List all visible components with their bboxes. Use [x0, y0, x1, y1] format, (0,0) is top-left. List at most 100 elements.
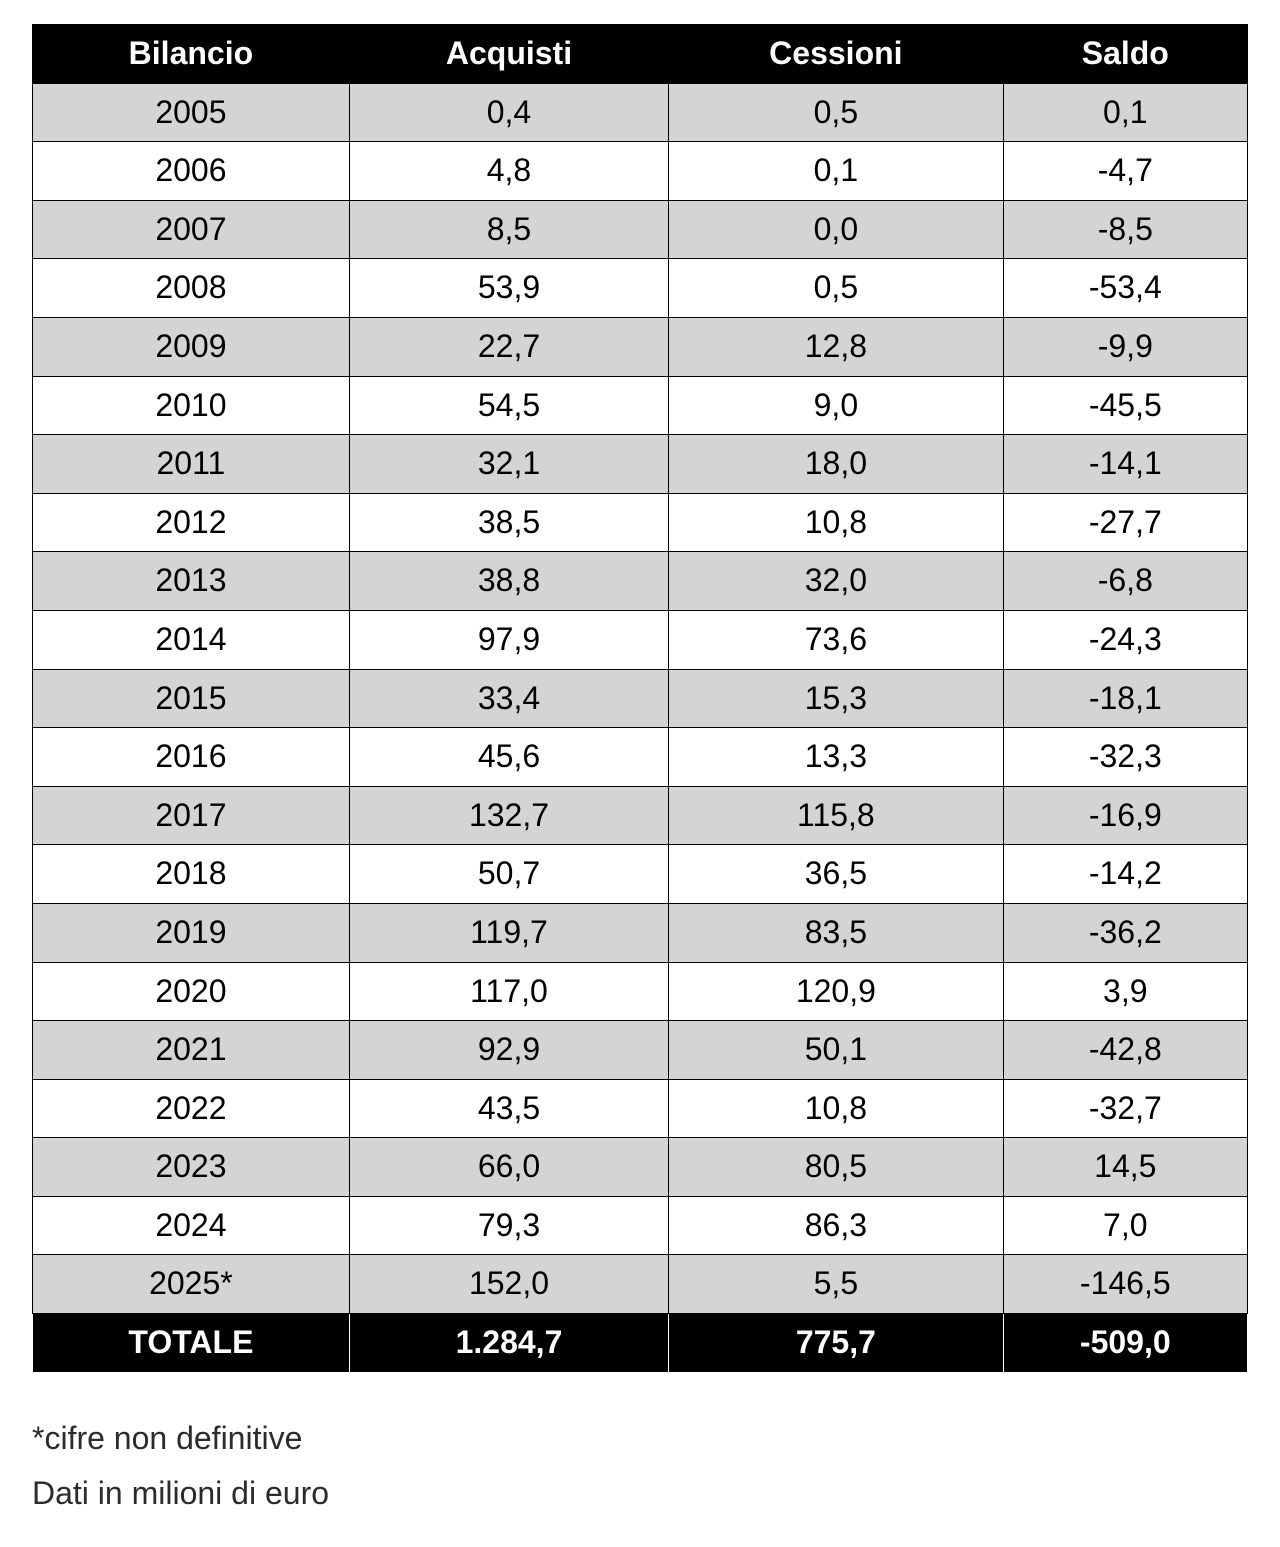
cell-acquisti: 66,0	[349, 1138, 668, 1197]
table-row: 2025* 152,0 5,5 -146,5	[33, 1255, 1248, 1314]
cell-cessioni: 15,3	[669, 669, 1003, 728]
cell-year: 2024	[33, 1196, 350, 1255]
cell-saldo: 7,0	[1003, 1196, 1247, 1255]
cell-year: 2009	[33, 317, 350, 376]
table-row: 2013 38,8 32,0 -6,8	[33, 552, 1248, 611]
cell-year: 2015	[33, 669, 350, 728]
cell-cessioni: 50,1	[669, 1021, 1003, 1080]
cell-year: 2013	[33, 552, 350, 611]
cell-cessioni: 115,8	[669, 786, 1003, 845]
header-row: Bilancio Acquisti Cessioni Saldo	[33, 25, 1248, 84]
cell-saldo: -8,5	[1003, 200, 1247, 259]
cell-cessioni: 86,3	[669, 1196, 1003, 1255]
cell-cessioni: 10,8	[669, 1079, 1003, 1138]
cell-year: 2017	[33, 786, 350, 845]
col-acquisti: Acquisti	[349, 25, 668, 84]
cell-saldo: -6,8	[1003, 552, 1247, 611]
table-row: 2010 54,5 9,0 -45,5	[33, 376, 1248, 435]
cell-saldo: -32,3	[1003, 728, 1247, 787]
total-label: TOTALE	[33, 1314, 350, 1373]
cell-acquisti: 43,5	[349, 1079, 668, 1138]
cell-cessioni: 13,3	[669, 728, 1003, 787]
cell-acquisti: 54,5	[349, 376, 668, 435]
cell-acquisti: 33,4	[349, 669, 668, 728]
cell-acquisti: 119,7	[349, 903, 668, 962]
total-acquisti: 1.284,7	[349, 1314, 668, 1373]
cell-acquisti: 38,8	[349, 552, 668, 611]
cell-year: 2008	[33, 259, 350, 318]
cell-acquisti: 22,7	[349, 317, 668, 376]
cell-acquisti: 92,9	[349, 1021, 668, 1080]
cell-year: 2020	[33, 962, 350, 1021]
table-row: 2020 117,0 120,9 3,9	[33, 962, 1248, 1021]
cell-saldo: -4,7	[1003, 142, 1247, 201]
cell-cessioni: 36,5	[669, 845, 1003, 904]
cell-acquisti: 4,8	[349, 142, 668, 201]
cell-cessioni: 80,5	[669, 1138, 1003, 1197]
cell-cessioni: 0,0	[669, 200, 1003, 259]
table-row: 2024 79,3 86,3 7,0	[33, 1196, 1248, 1255]
cell-cessioni: 12,8	[669, 317, 1003, 376]
cell-cessioni: 0,5	[669, 259, 1003, 318]
footnote-unit: Dati in milioni di euro	[32, 1468, 1248, 1519]
table-row: 2007 8,5 0,0 -8,5	[33, 200, 1248, 259]
cell-saldo: -36,2	[1003, 903, 1247, 962]
table-row: 2017 132,7 115,8 -16,9	[33, 786, 1248, 845]
cell-cessioni: 0,1	[669, 142, 1003, 201]
cell-acquisti: 8,5	[349, 200, 668, 259]
cell-saldo: -53,4	[1003, 259, 1247, 318]
cell-saldo: 14,5	[1003, 1138, 1247, 1197]
table-row: 2008 53,9 0,5 -53,4	[33, 259, 1248, 318]
cell-saldo: -45,5	[1003, 376, 1247, 435]
cell-acquisti: 132,7	[349, 786, 668, 845]
cell-acquisti: 38,5	[349, 493, 668, 552]
col-cessioni: Cessioni	[669, 25, 1003, 84]
cell-acquisti: 117,0	[349, 962, 668, 1021]
cell-year: 2007	[33, 200, 350, 259]
table-row: 2023 66,0 80,5 14,5	[33, 1138, 1248, 1197]
cell-year: 2011	[33, 435, 350, 494]
table-row: 2022 43,5 10,8 -32,7	[33, 1079, 1248, 1138]
cell-year: 2014	[33, 610, 350, 669]
table-row: 2014 97,9 73,6 -24,3	[33, 610, 1248, 669]
footnotes: *cifre non definitive Dati in milioni di…	[32, 1413, 1248, 1519]
table-row: 2009 22,7 12,8 -9,9	[33, 317, 1248, 376]
total-cessioni: 775,7	[669, 1314, 1003, 1373]
cell-year: 2010	[33, 376, 350, 435]
cell-saldo: 0,1	[1003, 83, 1247, 142]
cell-saldo: -24,3	[1003, 610, 1247, 669]
cell-year: 2016	[33, 728, 350, 787]
table-row: 2021 92,9 50,1 -42,8	[33, 1021, 1248, 1080]
cell-year: 2006	[33, 142, 350, 201]
cell-cessioni: 18,0	[669, 435, 1003, 494]
cell-acquisti: 53,9	[349, 259, 668, 318]
cell-cessioni: 32,0	[669, 552, 1003, 611]
cell-acquisti: 32,1	[349, 435, 668, 494]
total-saldo: -509,0	[1003, 1314, 1247, 1373]
table-row: 2012 38,5 10,8 -27,7	[33, 493, 1248, 552]
cell-year: 2019	[33, 903, 350, 962]
cell-cessioni: 83,5	[669, 903, 1003, 962]
cell-saldo: -27,7	[1003, 493, 1247, 552]
cell-acquisti: 79,3	[349, 1196, 668, 1255]
cell-cessioni: 120,9	[669, 962, 1003, 1021]
cell-cessioni: 5,5	[669, 1255, 1003, 1314]
cell-acquisti: 97,9	[349, 610, 668, 669]
cell-saldo: -146,5	[1003, 1255, 1247, 1314]
cell-saldo: -18,1	[1003, 669, 1247, 728]
cell-acquisti: 45,6	[349, 728, 668, 787]
cell-acquisti: 50,7	[349, 845, 668, 904]
table-row: 2016 45,6 13,3 -32,3	[33, 728, 1248, 787]
cell-cessioni: 73,6	[669, 610, 1003, 669]
cell-saldo: -14,1	[1003, 435, 1247, 494]
cell-cessioni: 0,5	[669, 83, 1003, 142]
cell-saldo: -42,8	[1003, 1021, 1247, 1080]
table-row: 2006 4,8 0,1 -4,7	[33, 142, 1248, 201]
cell-year: 2023	[33, 1138, 350, 1197]
cell-year: 2021	[33, 1021, 350, 1080]
cell-saldo: -14,2	[1003, 845, 1247, 904]
cell-saldo: -32,7	[1003, 1079, 1247, 1138]
table-row: 2011 32,1 18,0 -14,1	[33, 435, 1248, 494]
table-row: 2018 50,7 36,5 -14,2	[33, 845, 1248, 904]
cell-acquisti: 0,4	[349, 83, 668, 142]
